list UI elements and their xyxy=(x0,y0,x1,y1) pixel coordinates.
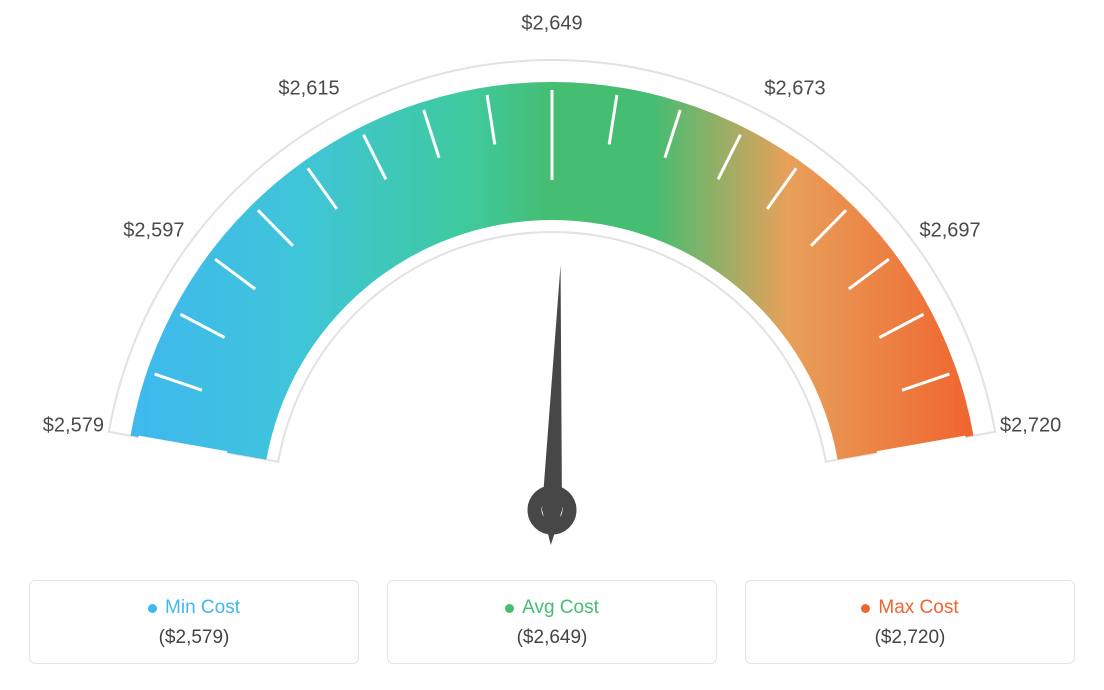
legend-value-max: ($2,720) xyxy=(756,627,1064,649)
gauge-tick-label: $2,697 xyxy=(920,220,981,243)
gauge-tick-label: $2,720 xyxy=(1000,414,1061,437)
legend-card-avg: Avg Cost ($2,649) xyxy=(387,580,717,664)
legend-dot-min xyxy=(148,604,157,613)
legend-label-avg: Avg Cost xyxy=(522,597,599,619)
legend-label-max: Max Cost xyxy=(878,597,958,619)
legend-dot-avg xyxy=(505,604,514,613)
legend-label-min: Min Cost xyxy=(165,597,240,619)
gauge-tick-label: $2,579 xyxy=(43,414,104,437)
legend-card-min: Min Cost ($2,579) xyxy=(29,580,359,664)
gauge-tick-label: $2,615 xyxy=(278,78,339,101)
legend-card-max: Max Cost ($2,720) xyxy=(745,580,1075,664)
gauge-chart: $2,579$2,597$2,615$2,649$2,673$2,697$2,7… xyxy=(22,20,1082,560)
gauge-tick-label: $2,597 xyxy=(123,220,184,243)
legend-dot-max xyxy=(861,604,870,613)
gauge-needle xyxy=(542,265,562,545)
legend-value-avg: ($2,649) xyxy=(398,627,706,649)
gauge-tick-label: $2,673 xyxy=(764,78,825,101)
legend-value-min: ($2,579) xyxy=(40,627,348,649)
gauge-tick-label: $2,649 xyxy=(521,13,582,36)
legend-row: Min Cost ($2,579) Avg Cost ($2,649) Max … xyxy=(20,580,1084,664)
gauge-svg xyxy=(22,20,1082,560)
